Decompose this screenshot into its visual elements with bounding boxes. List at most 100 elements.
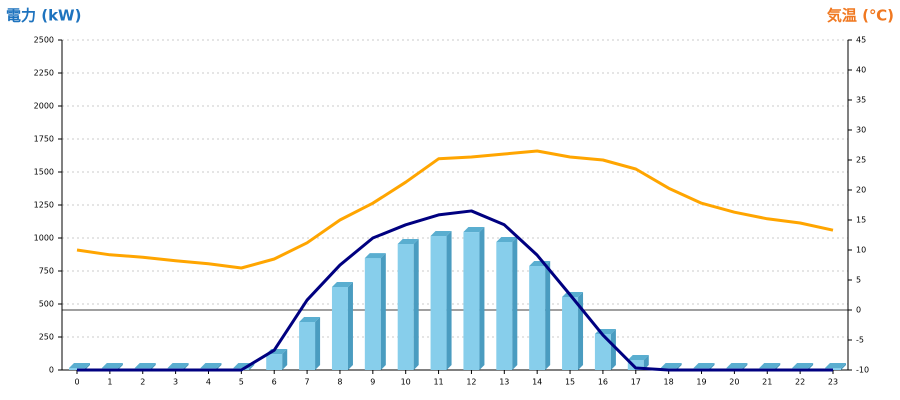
bar-top (660, 363, 682, 369)
bar-side (479, 227, 485, 370)
x-tick-label: 17 (631, 378, 641, 387)
bar (562, 292, 584, 370)
bar-side (380, 253, 386, 370)
bar-front (562, 297, 579, 370)
bar-side (545, 260, 551, 370)
x-tick-label: 8 (337, 378, 342, 387)
x-tick-label: 13 (499, 378, 509, 387)
bar-side (150, 363, 156, 370)
y2-axis-title: 気温 (℃) (827, 7, 894, 25)
bar (397, 238, 419, 370)
bar (430, 231, 452, 370)
bar-top (167, 363, 189, 369)
bar-front (430, 236, 447, 370)
bar-top (69, 363, 90, 369)
bar-front (627, 359, 644, 370)
bar-top (693, 363, 715, 369)
y2-tick-label: 30 (856, 126, 866, 135)
bar-front (364, 258, 381, 370)
y-tick-label: 500 (39, 300, 54, 309)
bar-top (200, 363, 222, 369)
bar-front (496, 241, 513, 370)
y-tick-label: 1500 (34, 168, 54, 177)
x-tick-label: 19 (696, 378, 706, 387)
x-tick-label: 0 (74, 378, 79, 387)
bar-front (331, 286, 348, 370)
x-tick-label: 20 (729, 378, 739, 387)
bar-top (299, 316, 321, 322)
bar-side (117, 363, 123, 370)
bar-top (726, 363, 748, 369)
bar-side (413, 238, 419, 370)
bar (463, 227, 485, 370)
y2-tick-label: 20 (856, 186, 866, 195)
y-tick-label: 1750 (34, 135, 54, 144)
y-tick-label: 1000 (34, 234, 54, 243)
bar-side (85, 363, 90, 370)
bar-side (709, 363, 715, 370)
x-tick-label: 1 (107, 378, 112, 387)
x-tick-label: 11 (433, 378, 443, 387)
y2-tick-label: 35 (856, 96, 866, 105)
bar-top (463, 227, 485, 233)
bar-side (282, 349, 288, 370)
bar-top (331, 281, 353, 287)
y-tick-label: 1250 (34, 201, 54, 210)
bar-side (610, 328, 616, 370)
x-tick-label: 12 (466, 378, 476, 387)
bar-front (299, 321, 316, 370)
line (77, 209, 833, 372)
y2-tick-label: 40 (856, 66, 866, 75)
bar-top (430, 231, 452, 237)
bar-top (364, 253, 386, 259)
x-tick-label: 4 (206, 378, 211, 387)
bar-side (841, 363, 846, 370)
x-tick-label: 3 (173, 378, 178, 387)
bar-side (315, 316, 321, 370)
y-tick-label: 250 (39, 333, 54, 342)
bar-side (775, 363, 781, 370)
bar-side (676, 363, 682, 370)
y2-tick-label: 15 (856, 216, 866, 225)
y-tick-label: 2000 (34, 102, 54, 111)
y-tick-label: 2500 (34, 36, 54, 45)
bar-top (759, 363, 781, 369)
bar-side (512, 236, 518, 370)
bar-front (529, 265, 546, 370)
bar-top (496, 236, 518, 242)
x-tick-label: 9 (370, 378, 375, 387)
x-tick-label: 21 (762, 378, 772, 387)
bar (299, 316, 321, 370)
bar (627, 354, 649, 370)
x-tick-label: 15 (565, 378, 575, 387)
y-tick-label: 750 (39, 267, 54, 276)
x-tick-label: 5 (239, 378, 244, 387)
y2-tick-label: 0 (856, 306, 861, 315)
bar-side (643, 354, 649, 370)
bar-front (266, 354, 283, 370)
x-tick-label: 14 (532, 378, 542, 387)
bar-side (742, 363, 748, 370)
y2-tick-label: 5 (856, 276, 861, 285)
bar-top (825, 363, 846, 369)
bar-side (446, 231, 452, 370)
bar-top (792, 363, 814, 369)
line (76, 149, 834, 270)
x-tick-label: 10 (401, 378, 411, 387)
x-tick-label: 2 (140, 378, 145, 387)
y2-tick-label: 25 (856, 156, 866, 165)
x-tick-label: 7 (305, 378, 310, 387)
x-tick-label: 16 (598, 378, 608, 387)
bar-top (627, 354, 649, 360)
y-tick-label: 0 (49, 366, 54, 375)
y2-tick-label: -5 (856, 336, 864, 345)
bar-side (183, 363, 189, 370)
bar-side (249, 363, 255, 370)
y2-tick-label: -10 (856, 366, 869, 375)
x-tick-label: 18 (664, 378, 674, 387)
bar (594, 328, 616, 370)
y2-tick-label: 45 (856, 36, 866, 45)
bar-front (397, 243, 414, 370)
